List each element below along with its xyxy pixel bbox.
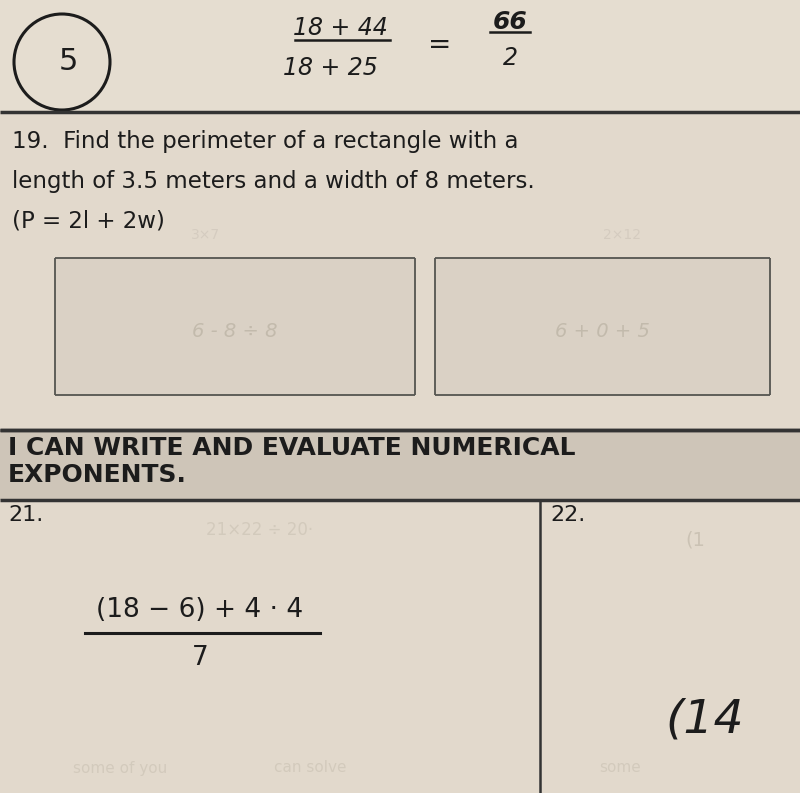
Text: 7: 7: [192, 645, 208, 671]
Text: 2×12: 2×12: [603, 228, 642, 242]
Text: 6 - 8 ÷ 8: 6 - 8 ÷ 8: [192, 322, 278, 341]
Text: some: some: [599, 760, 641, 776]
Text: 6 + 0 + 5: 6 + 0 + 5: [555, 322, 650, 341]
Bar: [0, 500, 800, 793]
Bar: [435, 258, 770, 395]
Text: some of you: some of you: [73, 760, 167, 776]
Text: 3×7: 3×7: [190, 228, 219, 242]
Bar: [0, 112, 800, 430]
Text: length of 3.5 meters and a width of 8 meters.: length of 3.5 meters and a width of 8 me…: [12, 170, 534, 193]
Bar: [55, 258, 415, 395]
Text: 5: 5: [58, 48, 78, 76]
Text: can solve: can solve: [274, 760, 346, 776]
Bar: [0, 430, 800, 500]
Text: =: =: [428, 31, 452, 59]
Text: EXPONENTS.: EXPONENTS.: [8, 463, 187, 487]
Text: (P = 2l + 2w): (P = 2l + 2w): [12, 210, 165, 233]
Text: I CAN WRITE AND EVALUATE NUMERICAL: I CAN WRITE AND EVALUATE NUMERICAL: [8, 436, 575, 460]
Text: 19.  Find the perimeter of a rectangle with a: 19. Find the perimeter of a rectangle wi…: [12, 130, 518, 153]
Text: 21×22 ÷ 20·: 21×22 ÷ 20·: [206, 521, 314, 539]
Text: 21.: 21.: [8, 505, 43, 525]
Text: (1: (1: [685, 531, 705, 550]
Text: (14: (14: [666, 698, 744, 742]
Text: 2: 2: [502, 46, 518, 70]
Text: 66: 66: [493, 10, 527, 34]
Text: (18 − 6) + 4 · 4: (18 − 6) + 4 · 4: [97, 597, 303, 623]
Text: 18 + 25: 18 + 25: [282, 56, 378, 80]
Text: 18 + 44: 18 + 44: [293, 16, 387, 40]
Bar: [0, 0, 800, 112]
Text: 22.: 22.: [550, 505, 586, 525]
